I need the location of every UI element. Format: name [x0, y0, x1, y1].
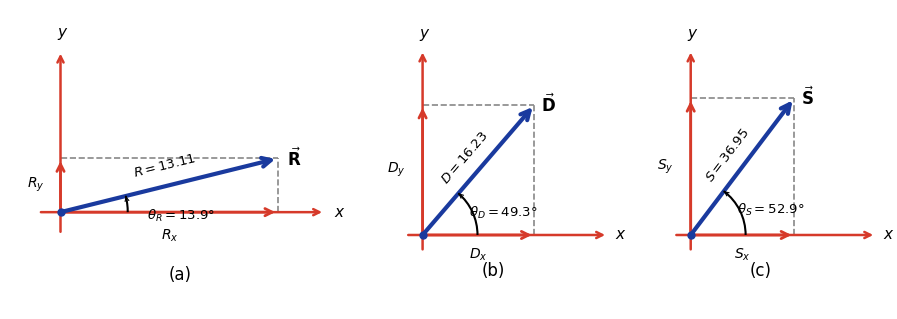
Text: $D_y$: $D_y$	[387, 161, 405, 179]
Text: (a): (a)	[169, 266, 192, 284]
Text: $S_y$: $S_y$	[657, 157, 674, 176]
Text: $\theta_{R} = 13.9°$: $\theta_{R} = 13.9°$	[146, 208, 214, 224]
Text: $\vec{\mathbf{D}}$: $\vec{\mathbf{D}}$	[542, 94, 556, 116]
Text: $R_x$: $R_x$	[161, 228, 178, 244]
Text: $y$: $y$	[57, 26, 68, 42]
Text: $R_y$: $R_y$	[27, 176, 45, 194]
Text: $\vec{\mathbf{R}}$: $\vec{\mathbf{R}}$	[287, 147, 301, 170]
Text: (c): (c)	[750, 262, 772, 280]
Text: $\theta_{S} = 52.9°$: $\theta_{S} = 52.9°$	[736, 202, 805, 218]
Text: $D = 16.23$: $D = 16.23$	[439, 129, 491, 187]
Text: $\theta_{D} = 49.3°$: $\theta_{D} = 49.3°$	[469, 205, 538, 221]
Text: $y$: $y$	[686, 27, 698, 43]
Text: $x$: $x$	[883, 227, 894, 242]
Text: $y$: $y$	[419, 27, 430, 43]
Text: $S = 36.95$: $S = 36.95$	[703, 126, 752, 185]
Text: $D_x$: $D_x$	[469, 247, 488, 263]
Text: $R = 13.11$: $R = 13.11$	[132, 152, 197, 180]
Text: $x$: $x$	[614, 227, 626, 242]
Text: $S_x$: $S_x$	[734, 247, 751, 263]
Text: $x$: $x$	[334, 205, 345, 220]
Text: $\vec{\mathbf{S}}$: $\vec{\mathbf{S}}$	[801, 87, 814, 109]
Text: (b): (b)	[482, 262, 505, 280]
